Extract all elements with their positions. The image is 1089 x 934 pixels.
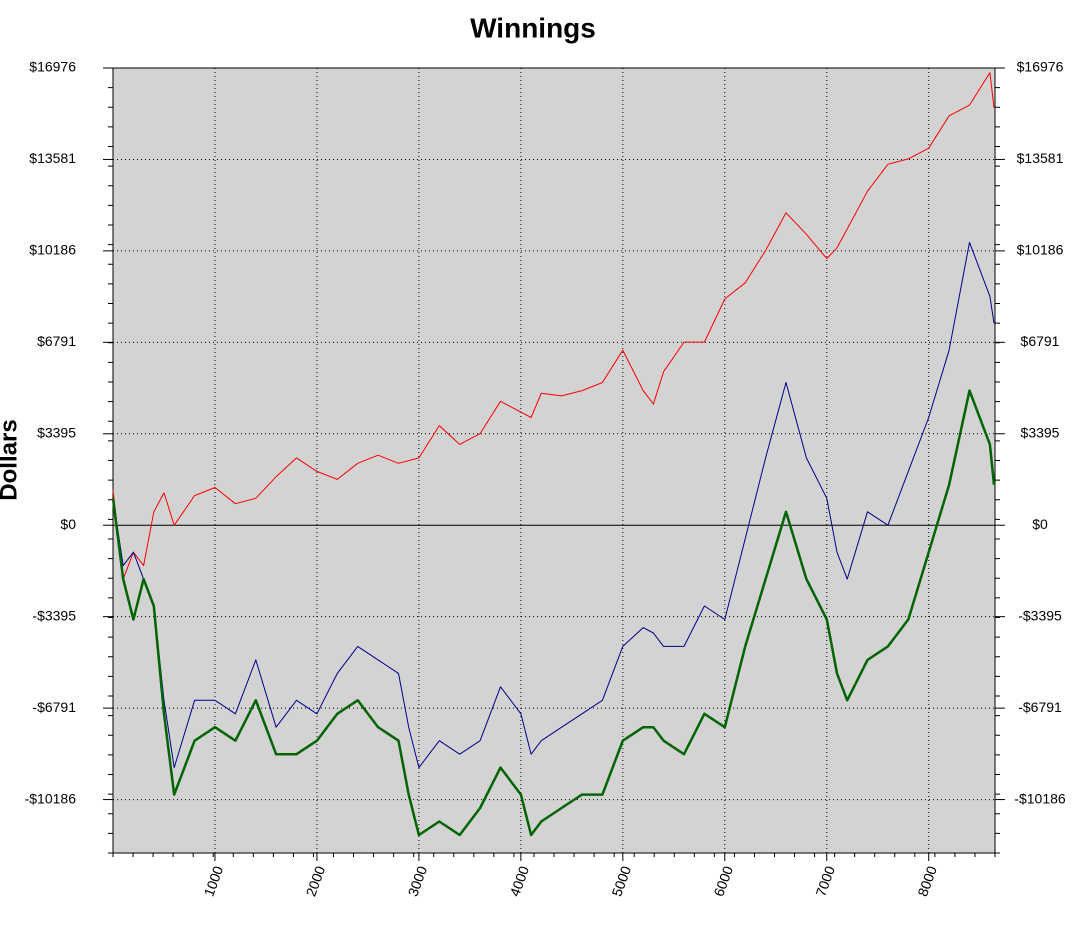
y-tick-label: -$6791 — [32, 699, 76, 715]
y2-tick-label: -$10186 — [1014, 790, 1066, 806]
y-tick-label: $10186 — [29, 242, 76, 258]
y-tick-label: -$10186 — [25, 790, 77, 806]
y-tick-label: $16976 — [29, 59, 76, 75]
y2-tick-label: $0 — [1032, 516, 1048, 532]
y2-tick-label: $10186 — [1017, 242, 1064, 258]
series-line — [111, 389, 996, 837]
x-tick-label: 7000 — [812, 864, 838, 899]
x-tick-label: 1000 — [201, 864, 227, 899]
y2-tick-label: -$3395 — [1018, 607, 1062, 623]
x-tick-label: 6000 — [710, 864, 736, 899]
y2-tick-label: $3395 — [1021, 424, 1060, 440]
x-tick-label: 2000 — [303, 864, 329, 899]
x-tick-label: 5000 — [608, 864, 634, 899]
y2-tick-label: $13581 — [1017, 150, 1064, 166]
y-tick-label: $3395 — [37, 424, 76, 440]
y2-tick-label: $6791 — [1021, 333, 1060, 349]
y-tick-label: -$3395 — [32, 607, 76, 623]
x-tick-label: 4000 — [506, 864, 532, 899]
plot-area — [112, 67, 996, 854]
x-tick-label: 3000 — [405, 864, 431, 899]
chart-title: Winnings — [470, 12, 596, 43]
y-axis-label: Dollars — [0, 419, 22, 500]
series-line — [112, 72, 995, 580]
series-line — [112, 241, 995, 769]
y-tick-label: $13581 — [29, 150, 76, 166]
y2-tick-label: -$6791 — [1018, 699, 1062, 715]
y2-tick-label: $16976 — [1017, 59, 1064, 75]
x-tick-label: 8000 — [914, 864, 940, 899]
y-tick-label: $6791 — [37, 333, 76, 349]
y-tick-label: $0 — [60, 516, 76, 532]
